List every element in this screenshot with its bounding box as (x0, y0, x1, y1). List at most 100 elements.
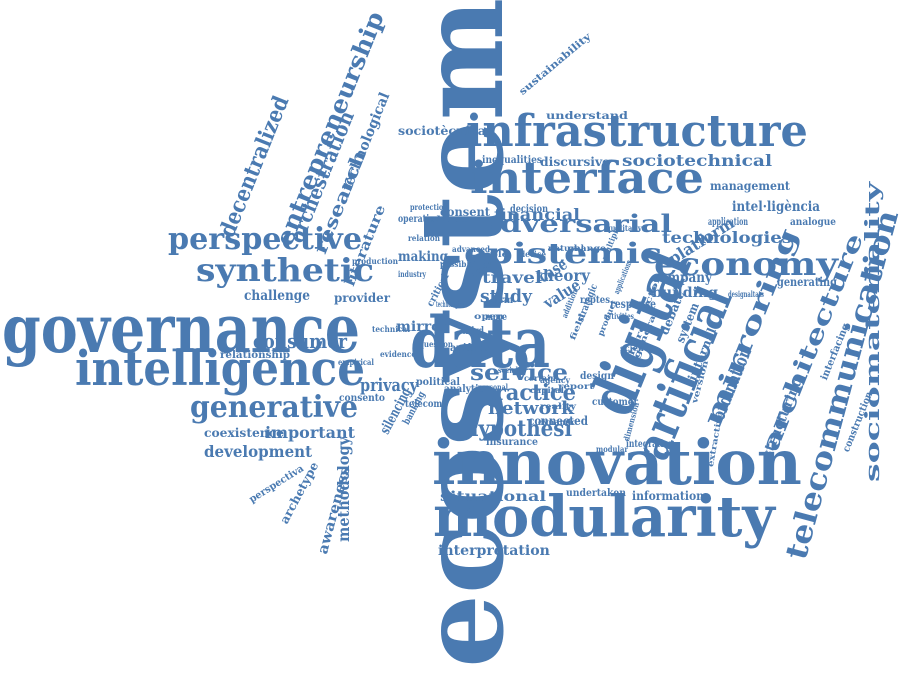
word-technologies: technologies (662, 228, 793, 247)
word-reality: reality (540, 401, 577, 411)
word-decision: decision (510, 204, 548, 215)
word-role: role (486, 249, 509, 259)
word-consento: consento (339, 393, 385, 404)
word-consumer: consumer (253, 329, 347, 353)
word-situational: situational (440, 489, 547, 505)
word-report: report (558, 381, 595, 391)
word-making: making (398, 249, 448, 265)
word-undertaken: undertaken (566, 488, 627, 499)
word-analogue: analogue (790, 217, 836, 228)
word-sociomateriality: sociomateriality (860, 181, 884, 482)
word-modularity: modularity (433, 484, 775, 550)
word-governance: governance (2, 290, 361, 368)
word-insurance: insurance (486, 437, 539, 448)
word-design: design (580, 371, 615, 382)
word-development: development (204, 442, 313, 461)
word-dynamic: dynamic (538, 417, 577, 427)
word-activities: activities (604, 311, 634, 321)
word-generative: generative (190, 390, 359, 425)
word-change: change (568, 243, 607, 253)
word-modular: modular (596, 444, 629, 454)
word-practice: practice (480, 380, 577, 406)
word-analytic: analytic (444, 384, 485, 395)
word-customer: customer (592, 397, 638, 408)
word-possible: possible (440, 259, 474, 269)
word-third: third (462, 326, 484, 337)
word-epistemic: epistemic (464, 237, 663, 270)
word-question: question (419, 339, 453, 349)
word-integration: integration (626, 439, 674, 450)
word-relationship: relationship (220, 350, 291, 361)
word-challenge: challenge (244, 288, 310, 304)
word-intelligence: intelligence (75, 341, 365, 397)
word-service: service (470, 360, 569, 386)
word-apis: apis (450, 343, 472, 354)
word-theory: theory (536, 266, 590, 285)
word-economy: economy (654, 245, 839, 283)
word-personal: personal (478, 382, 509, 392)
word-firm: firm (493, 295, 514, 306)
word-reptes: reptes (580, 295, 610, 306)
word-field: field (567, 311, 587, 342)
word-agency: agency (540, 375, 570, 385)
word-advanced: advanced (452, 244, 490, 254)
word-technical: technical (372, 324, 410, 334)
word-empirical: empirical (338, 357, 374, 367)
word-understand: understand (546, 111, 628, 122)
word-mirror: mirror (396, 319, 449, 335)
word-telecoms: telecoms (405, 399, 448, 410)
word-interface: interface (470, 153, 705, 204)
word-provider: provider (334, 291, 390, 305)
word-study: study (480, 286, 532, 307)
word-hypothesi: hypothesi (464, 416, 573, 442)
word-company: company (652, 270, 713, 286)
word-connected: connected (528, 414, 588, 428)
word-adversarial: adversarial (480, 209, 673, 238)
word-coexistence: coexistence (204, 426, 284, 440)
word-operation: operation (398, 214, 441, 225)
word-innovation: innovation (432, 426, 802, 499)
word-relation: relation (408, 233, 440, 243)
word-evidence: evidence (380, 349, 416, 359)
word-application: application (708, 217, 749, 228)
word-information: information (632, 489, 704, 503)
word-intel-lig-ncia: intel·ligència (732, 199, 820, 215)
word-management: management (710, 179, 790, 193)
word-sociot-cnica: sociotècnica (398, 124, 486, 138)
word-synthetic: synthetic (196, 251, 375, 289)
word-natural: natural (548, 243, 584, 253)
word-device: device (520, 249, 546, 259)
word-travel: travel (482, 268, 542, 287)
word-bias: bias (468, 343, 490, 354)
word-data: data (410, 301, 551, 384)
word-production: production (352, 256, 399, 266)
word-inequalities: inequalities (482, 155, 543, 166)
word-interpretation: interpretation (438, 543, 550, 559)
word-more: more (485, 312, 507, 323)
word-qualitative: qualitative (606, 223, 647, 233)
word-social: social (498, 365, 519, 375)
word-open: open (474, 311, 504, 321)
word-important: important (265, 423, 355, 442)
word-sociotechnical: sociotechnical (622, 151, 773, 170)
word-sustainability: sustainability (517, 31, 594, 98)
word-building: building (652, 285, 719, 301)
word-designaltats: designaltats (728, 289, 764, 299)
word-industry: industry (398, 269, 426, 279)
word-network: network (488, 398, 575, 419)
word-technologies: technologies (436, 299, 464, 309)
word-perspective: perspective (168, 222, 363, 257)
word-response: response (610, 297, 657, 311)
word-financial: financial (494, 205, 580, 224)
word-political: political (416, 377, 461, 388)
word-discursive: discursive (540, 155, 611, 169)
word-generating: generating (777, 275, 837, 289)
word-science: science (620, 343, 655, 353)
word-consent: consent (440, 205, 491, 219)
word-capital: capital (530, 385, 565, 395)
word-privacy: privacy (360, 375, 419, 396)
word-infrastructure: infrastructure (466, 106, 808, 157)
word-shape: shape (430, 214, 468, 224)
word-certain: certain (524, 373, 556, 383)
